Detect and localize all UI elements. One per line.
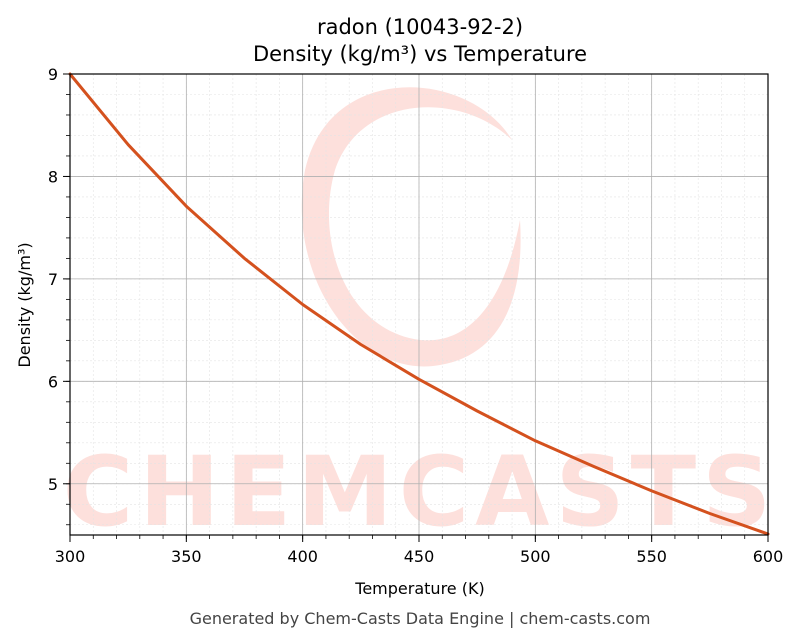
y-tick-label: 5	[48, 475, 58, 494]
y-axis-label: Density (kg/m³)	[15, 242, 34, 367]
x-tick-label: 350	[171, 547, 202, 566]
x-axis-ticks: 300 350 400 450 500 550 600	[55, 535, 784, 566]
x-tick-label: 300	[55, 547, 86, 566]
y-tick-label: 8	[48, 167, 58, 186]
footer-credit: Generated by Chem-Casts Data Engine | ch…	[190, 609, 651, 628]
x-tick-label: 600	[753, 547, 784, 566]
watermark-text: CHEMCASTS	[63, 436, 777, 548]
x-tick-label: 500	[520, 547, 551, 566]
chemcasts-watermark: CHEMCASTS	[63, 87, 777, 548]
y-tick-label: 9	[48, 65, 58, 84]
x-axis-label: Temperature (K)	[354, 579, 484, 598]
x-tick-label: 400	[287, 547, 318, 566]
y-tick-label: 7	[48, 270, 58, 289]
y-axis-ticks: 5 6 7 8 9	[48, 65, 70, 526]
chart-subtitle: Density (kg/m³) vs Temperature	[253, 42, 587, 66]
y-tick-label: 6	[48, 372, 58, 391]
chart-title: radon (10043-92-2)	[317, 15, 523, 39]
x-tick-label: 450	[404, 547, 435, 566]
series-layer	[68, 72, 770, 536]
x-tick-label: 550	[636, 547, 667, 566]
density-series-line	[68, 72, 770, 536]
